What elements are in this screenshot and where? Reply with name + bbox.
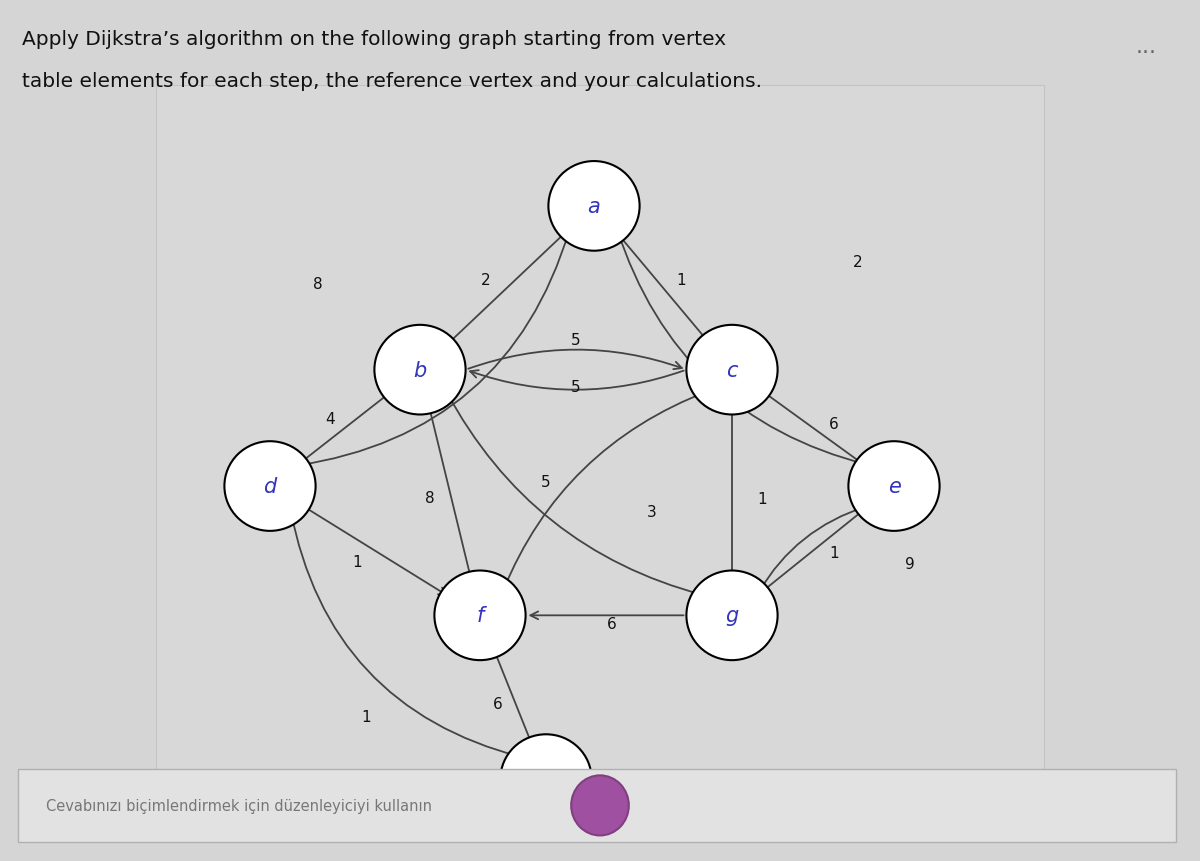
Text: Cevabınızı biçimlendirmek için düzenleyiciyi kullanın: Cevabınızı biçimlendirmek için düzenleyi… [46, 798, 432, 813]
Text: 1: 1 [677, 272, 686, 288]
Text: 6: 6 [829, 416, 839, 431]
Text: 6: 6 [607, 616, 617, 632]
Text: a: a [588, 196, 600, 217]
Ellipse shape [224, 442, 316, 531]
Ellipse shape [686, 325, 778, 415]
Text: 5: 5 [571, 380, 581, 395]
Text: 5: 5 [541, 474, 551, 490]
Text: d: d [263, 476, 277, 497]
Ellipse shape [548, 162, 640, 251]
Text: ...: ... [1135, 37, 1157, 58]
Text: h: h [539, 769, 553, 790]
Text: 3: 3 [647, 505, 656, 520]
Text: 1: 1 [829, 545, 839, 561]
Ellipse shape [434, 571, 526, 660]
Ellipse shape [500, 734, 592, 824]
Ellipse shape [848, 442, 940, 531]
Text: 2: 2 [481, 272, 491, 288]
Ellipse shape [686, 571, 778, 660]
Text: b: b [413, 360, 427, 381]
Text: g: g [725, 605, 739, 626]
Ellipse shape [374, 325, 466, 415]
Text: 1: 1 [757, 492, 767, 507]
Text: f: f [476, 605, 484, 626]
Text: 8: 8 [425, 490, 434, 505]
FancyBboxPatch shape [156, 86, 1044, 775]
Text: Apply Dijkstra’s algorithm on the following graph starting from vertex: Apply Dijkstra’s algorithm on the follow… [22, 30, 732, 49]
Text: 4: 4 [325, 412, 335, 427]
Text: e: e [888, 476, 900, 497]
Text: 9: 9 [905, 556, 914, 572]
Text: 5: 5 [571, 332, 581, 348]
Text: 8: 8 [313, 276, 323, 292]
Ellipse shape [571, 776, 629, 835]
Text: 1: 1 [353, 554, 362, 569]
Text: 6: 6 [493, 696, 503, 711]
Text: 1: 1 [361, 709, 371, 724]
Text: table elements for each step, the reference vertex and your calculations.: table elements for each step, the refere… [22, 71, 762, 90]
Text: 2: 2 [853, 255, 863, 270]
FancyBboxPatch shape [18, 769, 1176, 842]
Text: c: c [726, 360, 738, 381]
